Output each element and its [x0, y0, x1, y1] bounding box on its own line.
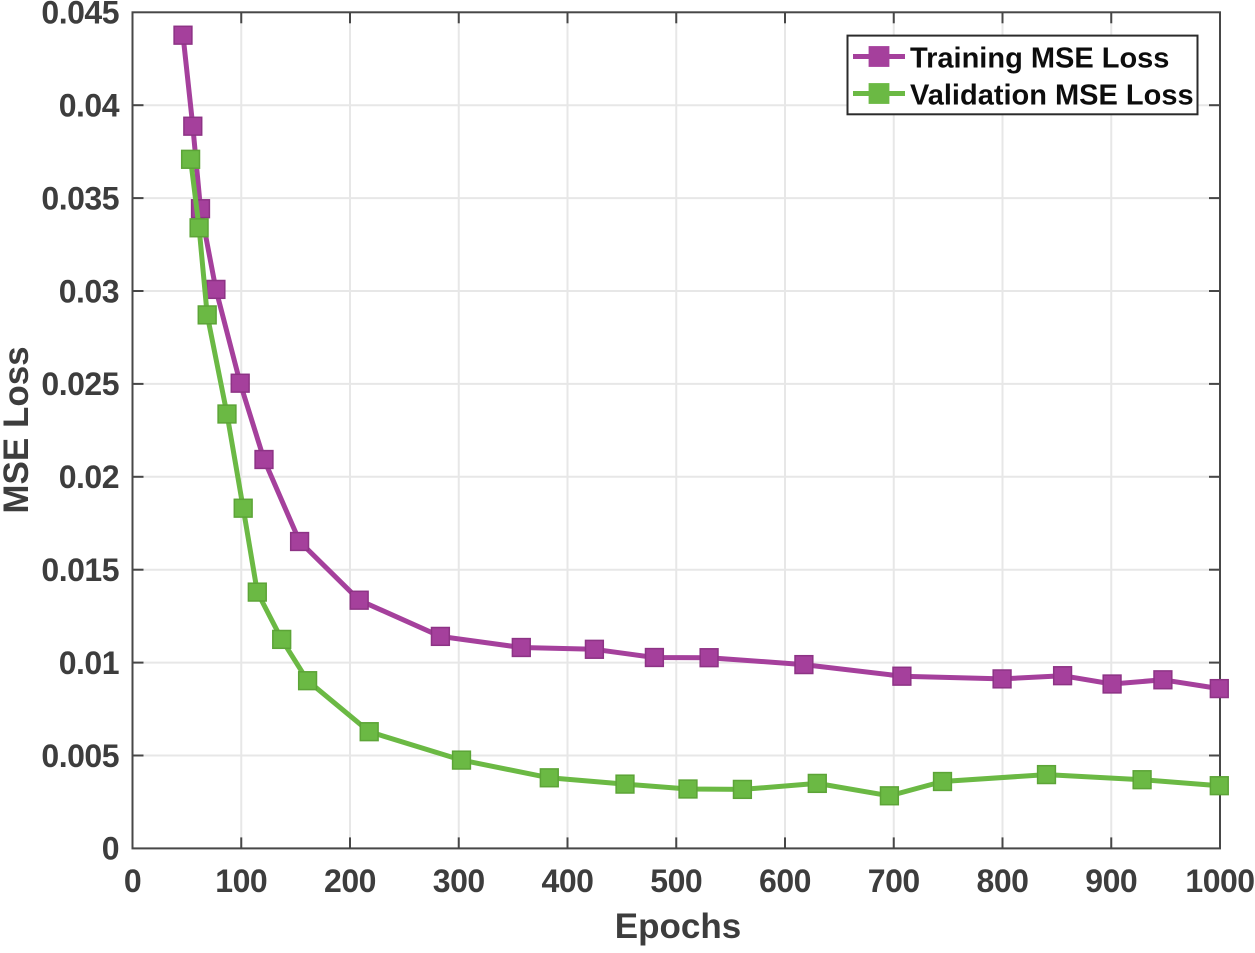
svg-text:0.035: 0.035 — [41, 180, 119, 216]
svg-text:0: 0 — [102, 831, 119, 867]
svg-text:900: 900 — [1085, 863, 1137, 899]
svg-text:Validation MSE Loss: Validation MSE Loss — [910, 79, 1194, 111]
svg-text:700: 700 — [868, 863, 920, 899]
svg-text:0.03: 0.03 — [59, 273, 119, 309]
svg-text:600: 600 — [759, 863, 811, 899]
svg-text:Epochs: Epochs — [615, 907, 741, 946]
svg-text:0.025: 0.025 — [41, 366, 119, 402]
svg-text:500: 500 — [650, 863, 702, 899]
svg-text:800: 800 — [977, 863, 1029, 899]
svg-text:0.01: 0.01 — [59, 645, 119, 681]
svg-text:0.015: 0.015 — [41, 552, 119, 588]
svg-text:0.045: 0.045 — [41, 0, 119, 31]
svg-text:100: 100 — [215, 863, 267, 899]
svg-text:Training MSE Loss: Training MSE Loss — [910, 43, 1169, 75]
svg-text:0: 0 — [124, 863, 141, 899]
svg-text:0.005: 0.005 — [41, 738, 119, 774]
svg-text:300: 300 — [433, 863, 485, 899]
svg-text:0.04: 0.04 — [59, 88, 120, 124]
svg-text:MSE Loss: MSE Loss — [0, 346, 36, 513]
svg-text:0.02: 0.02 — [59, 459, 119, 495]
svg-text:1000: 1000 — [1185, 863, 1254, 899]
svg-text:200: 200 — [324, 863, 376, 899]
svg-text:400: 400 — [542, 863, 594, 899]
